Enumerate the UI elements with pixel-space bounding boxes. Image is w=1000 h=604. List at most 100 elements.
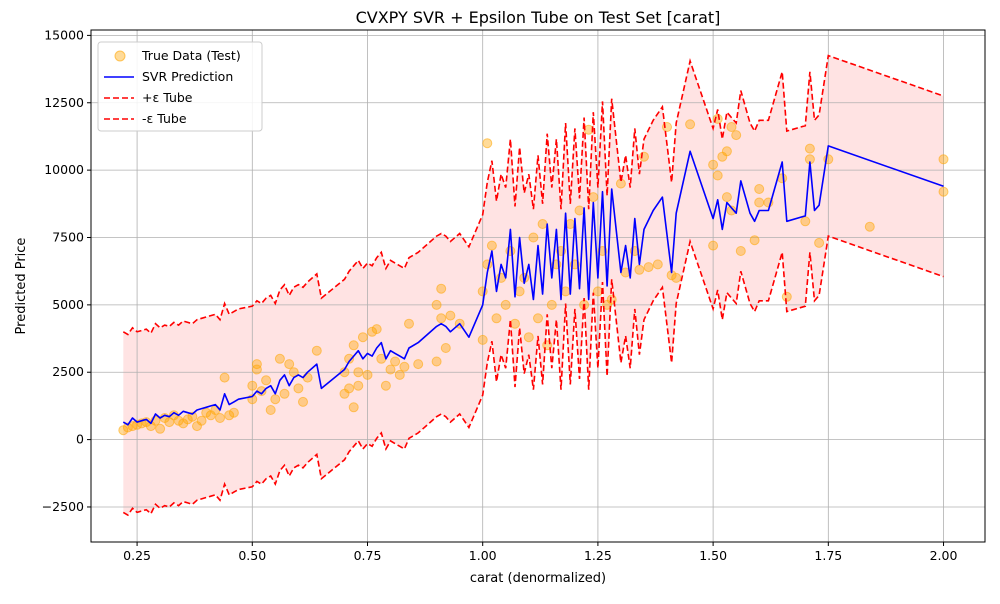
true-data-point: [754, 197, 765, 208]
true-data-point: [477, 334, 488, 345]
prediction-line: [122, 145, 944, 426]
true-data-point: [721, 146, 732, 157]
x-tick-label: 1.75: [814, 548, 842, 563]
true-data-point: [251, 359, 262, 370]
true-data-point: [224, 410, 235, 421]
true-data-point: [731, 130, 742, 141]
y-axis-ticks: −2500 0 2500 5000 7500 10000 12500 15000: [42, 27, 91, 514]
true-data-point: [251, 364, 262, 375]
x-tick-label: 0.50: [238, 548, 266, 563]
legend-label-upper-tube: +ε Tube: [142, 90, 193, 105]
true-data-point: [523, 332, 534, 343]
true-data-point: [754, 184, 765, 194]
true-data-point: [353, 380, 364, 391]
true-data-point: [228, 407, 239, 418]
true-data-point: [537, 219, 548, 229]
true-data-point: [643, 262, 654, 273]
y-tick-label: 12500: [44, 95, 84, 110]
legend-label-true-data: True Data (Test): [141, 48, 241, 63]
svr-prediction-line: [122, 145, 944, 426]
true-data-point: [814, 237, 825, 248]
true-data-point: [938, 186, 949, 197]
true-data-point: [431, 299, 442, 310]
true-data-point: [708, 159, 719, 170]
true-data-point: [528, 232, 539, 243]
true-data-point: [196, 415, 207, 426]
x-axis-label: carat (denormalized): [470, 571, 606, 586]
true-data-point: [279, 388, 290, 399]
true-data-point: [445, 310, 456, 321]
true-data-point: [510, 318, 520, 329]
true-data-point: [735, 246, 746, 256]
x-tick-label: 1.25: [584, 548, 612, 563]
true-data-point: [486, 240, 497, 251]
true-data-point: [261, 375, 272, 386]
true-data-point: [302, 372, 313, 383]
true-data-point: [219, 372, 230, 383]
true-data-point: [592, 286, 603, 297]
lower-tube-line: [122, 235, 944, 517]
true-data-point: [385, 364, 396, 375]
true-data-point: [274, 353, 285, 364]
y-tick-label: 7500: [52, 229, 84, 244]
y-tick-label: 0: [76, 432, 84, 447]
x-tick-label: 2.00: [930, 548, 958, 563]
true-data-point: [247, 380, 258, 391]
true-data-point: [298, 396, 308, 407]
legend-box: [97, 41, 263, 132]
true-data-point: [436, 283, 447, 294]
x-tick-label: 0.75: [354, 548, 382, 563]
true-data-point: [311, 345, 322, 356]
y-tick-label: 15000: [44, 27, 84, 42]
y-tick-label: 2500: [52, 364, 84, 379]
y-tick-label: 10000: [44, 162, 84, 177]
plot-frame: [90, 29, 986, 543]
true-data-point: [210, 405, 221, 415]
true-data-point: [348, 340, 359, 351]
y-tick-label: −2500: [42, 499, 84, 514]
legend-label-lower-tube: -ε Tube: [142, 111, 187, 126]
true-data-point: [749, 235, 760, 246]
true-data-point: [652, 259, 663, 270]
true-data-scatter: [118, 113, 949, 436]
true-data-point: [155, 423, 166, 434]
legend-swatch-true-data: [114, 50, 126, 62]
true-data-point: [938, 154, 949, 165]
true-data-point: [500, 299, 511, 310]
epsilon-tube-lines: [122, 54, 944, 517]
x-tick-label: 0.25: [123, 548, 151, 563]
true-data-point: [357, 332, 368, 343]
true-data-point: [362, 369, 373, 380]
y-tick-label: 5000: [52, 297, 84, 312]
true-data-point: [344, 383, 355, 394]
true-data-point: [293, 383, 304, 394]
chart-title: CVXPY SVR + Epsilon Tube on Test Set [ca…: [356, 8, 721, 27]
legend: True Data (Test) SVR Prediction +ε Tube …: [97, 41, 263, 132]
true-data-point: [482, 138, 493, 149]
true-data-point: [781, 291, 792, 302]
true-data-point: [560, 286, 571, 297]
x-tick-label: 1.00: [469, 548, 497, 563]
true-data-point: [353, 367, 364, 378]
true-data-point: [864, 221, 875, 232]
true-data-point: [726, 122, 737, 132]
x-tick-label: 1.50: [699, 548, 727, 563]
true-data-point: [804, 143, 815, 154]
true-data-point: [413, 359, 424, 370]
true-data-point: [440, 343, 451, 353]
true-data-point: [431, 356, 442, 367]
y-axis-label: Predicted Price: [14, 238, 29, 335]
true-data-point: [685, 119, 696, 130]
true-data-point: [634, 264, 645, 275]
true-data-point: [721, 192, 732, 203]
true-data-point: [344, 353, 355, 364]
true-data-point: [800, 216, 811, 227]
x-axis-ticks: 0.25 0.50 0.75 1.00 1.25 1.50 1.75 2.00: [123, 542, 957, 563]
true-data-point: [546, 299, 557, 310]
true-data-point: [215, 413, 225, 423]
legend-label-prediction: SVR Prediction: [142, 69, 233, 84]
true-data-point: [491, 313, 502, 324]
true-data-point: [371, 324, 382, 335]
